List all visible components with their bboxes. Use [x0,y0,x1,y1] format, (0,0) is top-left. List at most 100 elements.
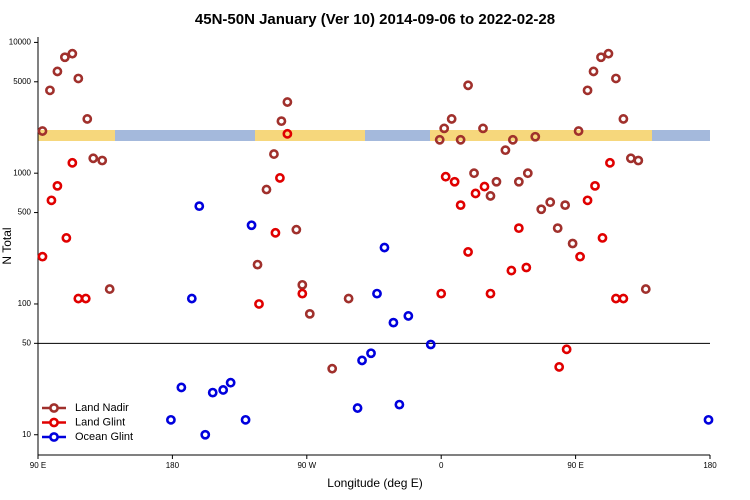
point [45,85,55,96]
point [554,362,565,372]
point [446,114,457,124]
point [357,355,367,366]
point [575,251,585,262]
point [282,128,293,139]
point [291,224,302,235]
ocean-strip [365,130,430,141]
x-axis-label: Longitude (deg E) [327,476,422,490]
legend-marker [49,403,59,413]
land-strip [430,130,652,141]
point [561,344,572,355]
point [73,73,84,84]
point [61,233,72,243]
point [372,288,382,299]
point [366,348,376,359]
y-tick-label: 10000 [9,38,32,47]
point [611,73,621,84]
point [536,204,547,215]
point [513,176,524,187]
x-tick-label: 90 E [567,461,583,470]
point [275,173,285,183]
y-tick-label: 100 [18,299,32,308]
point [207,387,218,398]
point [470,188,481,199]
point [500,145,511,156]
point [582,85,593,96]
point [352,403,363,413]
point [240,414,251,425]
point [463,80,473,91]
point [434,134,445,145]
point [269,149,279,159]
chart-title: 45N-50N January (Ver 10) 2014-09-06 to 2… [195,11,555,28]
point [276,116,287,127]
point [246,220,257,231]
point [97,155,108,166]
point [304,308,315,319]
point [440,171,451,182]
y-tick-label: 1000 [13,168,31,177]
y-tick-label: 5000 [13,77,31,86]
point [640,284,651,294]
point [522,168,533,179]
point [37,251,48,262]
legend-label: Ocean Glint [75,431,133,443]
point [491,176,502,187]
legend-label: Land Nadir [75,402,129,414]
ocean-strip [652,130,710,141]
y-tick-label: 10 [22,430,31,439]
land-strip [38,130,115,141]
legend-label: Land Glint [75,416,125,428]
legend-marker [49,417,59,428]
x-tick-label: 90 W [297,461,316,470]
point [513,223,524,234]
point [218,385,229,395]
point [552,223,563,234]
point [388,317,399,328]
point [449,176,460,187]
point [59,52,70,63]
x-tick-label: 180 [166,461,180,470]
legend: Land Nadir Land Glint Ocean Glint [42,402,133,443]
point [545,197,556,208]
point [282,97,293,107]
point [573,126,584,136]
point [73,293,84,304]
point [425,339,436,350]
point [485,191,496,201]
point [261,184,272,195]
legend-marker [49,432,59,442]
point [455,200,466,211]
point [403,311,414,321]
point [436,288,447,299]
point [67,157,78,168]
point [560,200,571,211]
point [88,153,99,164]
point [297,288,308,299]
y-tick-label: 500 [18,208,32,217]
point [596,52,606,63]
point [225,377,236,388]
point [507,134,518,145]
point [506,265,517,276]
point [194,201,205,212]
point [52,180,63,191]
y-axis-label: N Total [0,227,14,264]
point [176,382,187,393]
point [618,114,629,124]
point [82,114,93,124]
point [625,153,636,164]
point [485,288,496,299]
ocean-strip [115,130,255,141]
land-strip [255,130,365,141]
point [46,195,57,206]
x-tick-label: 90 E [30,461,46,470]
point [469,168,479,179]
point [200,429,211,440]
point [166,414,176,425]
point [703,414,714,425]
y-tick-label: 50 [22,338,31,347]
point [52,66,63,77]
point [394,399,405,410]
point [479,181,490,192]
